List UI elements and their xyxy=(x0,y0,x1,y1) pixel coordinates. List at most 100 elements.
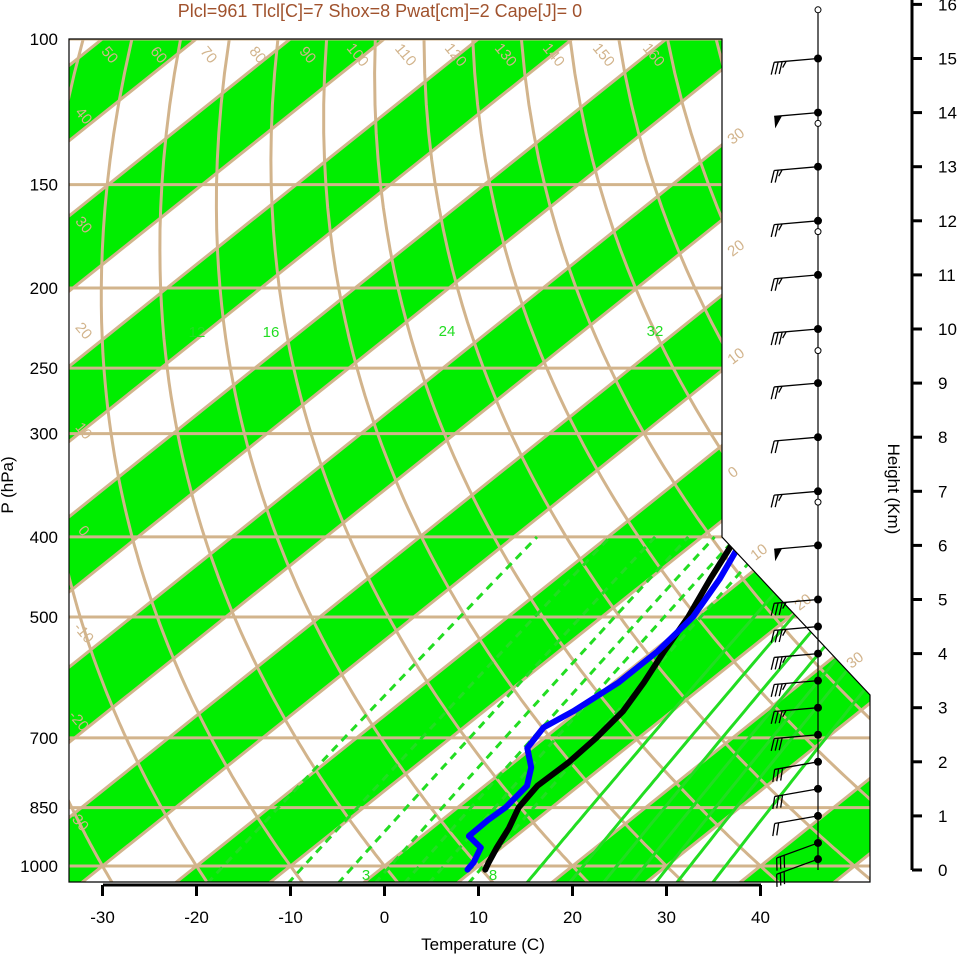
height-tick-label: 4 xyxy=(938,645,947,664)
wind-barb-feather xyxy=(770,170,775,183)
wind-barb xyxy=(770,730,822,752)
wind-barb-feather xyxy=(774,738,779,751)
wind-barb-feather xyxy=(778,331,783,345)
wind-barb-feather xyxy=(776,822,780,836)
wind-barb-staff xyxy=(774,220,819,226)
dry-adiabat-line xyxy=(158,39,414,882)
dry-adiabat-line xyxy=(564,39,870,882)
wind-barb-feather xyxy=(770,278,775,292)
wind-barb-feather xyxy=(782,629,787,636)
wind-barb-feather xyxy=(776,795,780,809)
wind-barb-feather xyxy=(774,170,779,183)
wind-barb-feather xyxy=(770,62,775,75)
dry-adiabat-line xyxy=(322,39,704,882)
isotherm-line xyxy=(340,39,870,882)
dewpoint-profile xyxy=(464,70,870,873)
wind-barb-feather xyxy=(782,683,787,691)
mixing-ratio-label: 24 xyxy=(439,323,456,340)
wind-barb-feather xyxy=(778,602,783,616)
mixing-ratio-line xyxy=(710,352,870,882)
wind-barb xyxy=(774,541,822,562)
wind-barb-staff xyxy=(774,815,819,825)
adiabat-end-label: 30 xyxy=(843,649,867,673)
x-tick-label: 0 xyxy=(380,908,389,927)
mixing-ratio-line xyxy=(286,535,612,882)
height-tick-label: 6 xyxy=(938,536,947,555)
wind-barb-feather xyxy=(774,332,779,345)
isotherm-line xyxy=(434,39,870,882)
adiabat-end-label: 30 xyxy=(724,125,748,149)
mixing-ratio-line xyxy=(601,352,870,882)
height-tick-label: 16 xyxy=(938,0,957,14)
wind-barb xyxy=(770,54,822,75)
wind-barb-feather xyxy=(770,386,775,400)
wind-barb xyxy=(776,838,822,871)
dry-adiabat-line xyxy=(99,39,318,882)
plot-border xyxy=(68,38,871,883)
wind-barb-pennant xyxy=(774,115,783,129)
wind-barb-staff xyxy=(774,490,819,496)
wind-barb-feather xyxy=(772,796,776,810)
mixing-ratio-label: 12 xyxy=(189,324,206,341)
wind-barb-feather xyxy=(774,629,779,643)
height-tick-label: 5 xyxy=(938,591,947,610)
barb-open-marker xyxy=(814,119,822,127)
wind-barb-feather xyxy=(774,224,779,237)
dry-adiabat-line xyxy=(897,1,961,900)
wind-barb-feather xyxy=(780,795,784,808)
wind-barb xyxy=(770,216,822,238)
wind-barb xyxy=(770,622,822,643)
wind-barb-feather xyxy=(770,738,775,752)
wind-barb-staff xyxy=(774,166,819,172)
wind-barb-feather xyxy=(774,656,779,670)
wind-barb-feather xyxy=(778,494,783,502)
wind-barb-feather xyxy=(774,386,779,400)
wind-barb-feather xyxy=(778,61,783,75)
x-axis-title: Temperature (C) xyxy=(421,935,545,954)
x-tick-label: 30 xyxy=(657,908,676,927)
isotherm-line xyxy=(906,0,961,900)
dry-adiabat-line xyxy=(470,39,870,882)
pressure-tick-label: 500 xyxy=(30,608,58,627)
wind-barb-feather xyxy=(770,657,775,670)
height-tick-label: 2 xyxy=(938,753,947,772)
wind-barb-feather xyxy=(782,710,787,718)
wind-barb-feather xyxy=(778,629,783,643)
dry-adiabat-line xyxy=(269,39,607,882)
height-tick-label: 0 xyxy=(938,861,947,880)
wind-barb-feather xyxy=(778,223,783,231)
wind-barb-staff xyxy=(774,57,819,63)
wind-barb-feather xyxy=(770,440,775,454)
barb-open-marker xyxy=(814,228,822,236)
wind-barb-feather xyxy=(774,711,779,724)
wind-barb xyxy=(770,703,822,724)
isotherm-line xyxy=(69,39,870,882)
height-tick-label: 1 xyxy=(938,807,947,826)
dry-adiabat-line xyxy=(69,39,221,882)
height-tick-label: 13 xyxy=(938,158,957,177)
wind-barb-feather xyxy=(774,602,779,616)
isotherm-line xyxy=(69,39,486,882)
dry-adiabat-line xyxy=(69,39,125,882)
wind-barb xyxy=(770,379,822,400)
adiabat-end-label: 0 xyxy=(725,463,742,482)
temperature-band xyxy=(69,39,861,882)
isotherm-line xyxy=(69,39,870,882)
wind-barb xyxy=(772,811,822,837)
pressure-tick-label: 700 xyxy=(30,729,58,748)
barb-top-marker xyxy=(814,6,822,14)
wind-barb xyxy=(774,108,822,129)
wind-barb-feather xyxy=(778,169,783,177)
height-tick-label: 7 xyxy=(938,482,947,501)
isotherm-line xyxy=(69,39,580,882)
mixing-ratio-line xyxy=(373,535,690,882)
y-axis-title: P (hPa) xyxy=(0,456,17,513)
wind-barb xyxy=(770,162,822,183)
wind-barb-feather xyxy=(772,769,776,783)
x-axis: -30 -20 -10 0 10 20 30 40 xyxy=(90,883,770,927)
wind-barb-staff xyxy=(774,274,819,280)
wind-barb-feather xyxy=(772,823,776,837)
height-tick-label: 12 xyxy=(938,212,957,231)
height-axis-title: Height (Km) xyxy=(884,444,903,535)
